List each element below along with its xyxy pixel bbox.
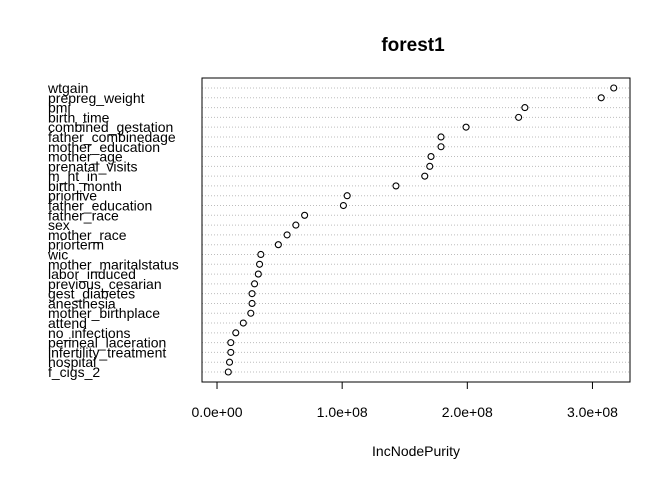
data-point [462,123,470,131]
data-point [227,348,235,356]
data-point [521,104,529,112]
data-point [274,241,282,249]
data-point [248,290,256,298]
grid-lines [202,87,630,373]
category-label: mother_age [48,149,123,165]
category-label: attend [48,315,87,331]
data-point [254,270,262,278]
category-label: sex [48,217,70,233]
category-label: birth_time [48,109,110,125]
x-axis-label: IncNodePurity [372,443,460,459]
data-point [426,162,434,170]
x-tick-label: 2.0e+08 [442,404,493,420]
category-label: priorlive [48,188,97,204]
category-label: mother_birthplace [48,305,160,321]
data-point [292,221,300,229]
plot-frame [201,77,631,383]
category-label: father_education [48,198,152,214]
category-label: bmi [48,100,71,116]
data-point [392,182,400,190]
x-tick-label: 3.0e+08 [567,404,618,420]
category-label: wic [47,246,68,262]
data-point [610,84,618,92]
data-point [232,329,240,337]
category-label: anesthesia [48,295,116,311]
category-label: previous_cesarian [48,276,162,292]
data-point [247,309,255,317]
category-label: father_combinedage [48,129,176,145]
data-point [515,113,523,121]
data-point [597,94,605,102]
data-point [421,172,429,180]
data-point [227,339,235,347]
category-label: mother_race [48,227,127,243]
data-point [248,299,256,307]
category-label: labor_induced [48,266,136,282]
data-point [251,280,259,288]
category-label: f_cigs_2 [48,364,100,380]
category-label: perineal_laceration [48,335,166,351]
category-label: prepreg_weight [48,90,145,106]
x-tick-label: 0.0e+00 [192,404,243,420]
category-label: father_race [48,207,119,223]
category-labels: wtgainprepreg_weightbmibirth_timecombine… [47,80,179,380]
category-label: combined_gestation [48,119,173,135]
data-point [239,319,247,327]
data-point [224,368,232,376]
category-label: hospital [48,354,96,370]
data-point [257,250,265,259]
category-label: infertility_treatment [48,344,166,360]
category-label: m_ht_in [48,168,98,184]
category-label: birth_month [48,178,122,194]
data-point [339,201,347,210]
data-point [301,211,309,219]
category-label: wtgain [47,80,88,96]
data-point [343,192,351,200]
x-axis: 0.0e+00 1.0e+08 2.0e+08 3.0e+08 [192,382,618,420]
category-label: gest_diabetes [48,286,135,302]
category-label: mother_maritalstatus [48,256,179,272]
category-label: mother_education [48,139,160,155]
category-label: priorterm [48,237,104,253]
x-tick-label: 1.0e+08 [317,404,368,420]
category-label: no_infections [48,325,131,341]
data-point [256,260,264,268]
data-point [225,358,234,366]
data-point [437,143,445,151]
category-label: prenatal_visits [48,158,138,174]
chart-title: forest1 [381,35,445,56]
data-point [283,231,291,239]
data-point [427,153,435,161]
data-point [437,133,445,141]
data-points [224,84,618,376]
